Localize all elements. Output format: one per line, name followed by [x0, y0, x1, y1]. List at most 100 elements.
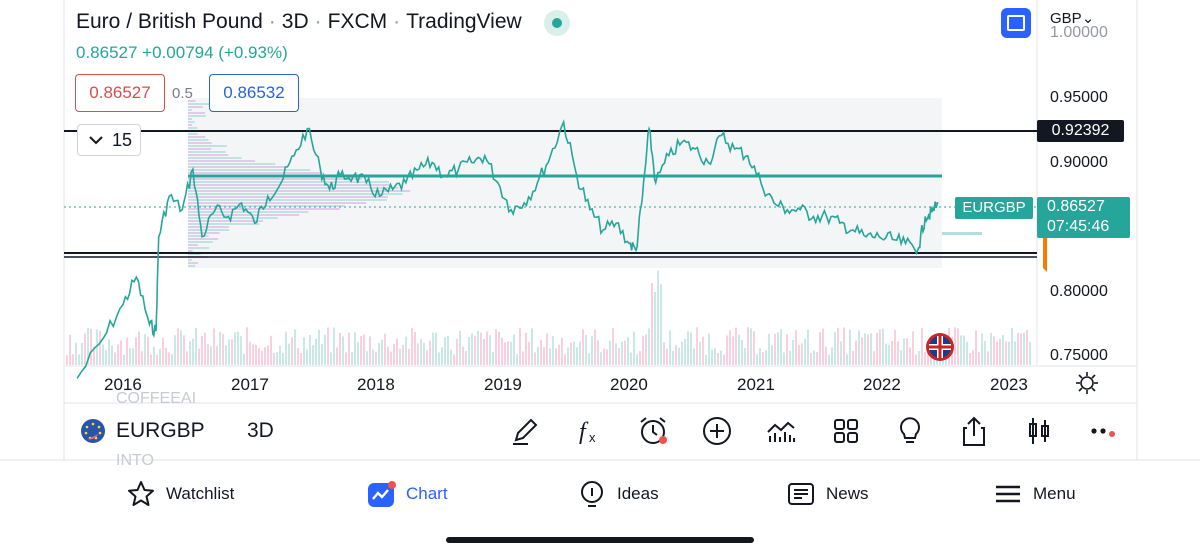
volume-profile-row — [188, 124, 192, 126]
volume-bar — [246, 327, 248, 365]
volume-bar — [180, 330, 182, 365]
volume-bar — [891, 341, 893, 365]
volume-bar — [459, 330, 461, 365]
volume-bar — [642, 335, 644, 365]
chart-title: Euro / British Pound · 3D · FXCM · TradingView — [76, 10, 522, 33]
volume-bar — [771, 345, 773, 365]
volume-bar — [138, 331, 140, 365]
volume-bar — [918, 351, 920, 365]
volume-bar — [594, 329, 596, 365]
sell-button[interactable]: 0.86527 — [75, 74, 165, 112]
share-icon[interactable] — [957, 414, 991, 448]
volume-bar — [297, 348, 299, 365]
volume-bar — [462, 346, 464, 365]
ghost-text: INTO — [116, 452, 154, 469]
volume-profile-row — [188, 169, 311, 171]
volume-bar — [477, 331, 479, 365]
market-status-icon[interactable] — [544, 10, 570, 36]
spread-value: 0.5 — [172, 85, 193, 102]
volume-bar — [372, 349, 374, 365]
volume-bar — [639, 351, 641, 365]
toolbar-interval[interactable]: 3D — [247, 419, 274, 442]
volume-bar — [969, 352, 971, 365]
lightbulb-icon[interactable] — [893, 414, 927, 448]
volume-bar — [393, 343, 395, 365]
time-axis-label: 2019 — [484, 375, 522, 394]
toolbar-symbol[interactable]: EURGBP — [116, 419, 205, 442]
volume-bar — [204, 332, 206, 365]
volume-bar — [717, 353, 719, 365]
volume-bar — [810, 353, 812, 365]
volume-profile-row — [188, 265, 196, 267]
volume-bar — [105, 350, 107, 365]
volume-bar — [330, 352, 332, 365]
plus-circle-icon[interactable] — [700, 414, 734, 448]
alarm-icon[interactable] — [636, 414, 670, 448]
volume-bar — [222, 333, 224, 365]
volume-bar — [501, 337, 503, 365]
volume-bar — [981, 333, 983, 365]
volume-bar — [813, 350, 815, 365]
volume-bar — [657, 270, 659, 365]
volume-bar — [840, 341, 842, 365]
volume-bar — [954, 327, 956, 365]
interval-dropdown[interactable]: 15 — [77, 124, 141, 156]
volume-bar — [273, 353, 275, 365]
gear-icon[interactable] — [1075, 371, 1099, 395]
nav-chart[interactable]: Chart — [366, 478, 448, 510]
poc-marker — [942, 232, 982, 235]
volume-bar — [294, 329, 296, 365]
nav-news[interactable]: News — [786, 478, 869, 510]
nav-menu[interactable]: Menu — [993, 478, 1076, 510]
volume-bar — [324, 334, 326, 365]
volume-profile-row — [188, 151, 226, 153]
more-icon[interactable] — [1086, 414, 1120, 448]
volume-profile-row — [188, 178, 363, 180]
buy-button[interactable]: 0.86532 — [209, 74, 299, 112]
volume-bar — [1002, 335, 1004, 365]
volume-bar — [849, 329, 851, 365]
volume-bar — [636, 354, 638, 365]
nav-ideas[interactable]: Ideas — [577, 478, 659, 510]
currency-selector[interactable]: GBP⌄ — [1050, 10, 1095, 27]
volume-bar — [210, 346, 212, 365]
volume-bar — [237, 331, 239, 365]
volume-bar — [486, 331, 488, 365]
grid-icon[interactable] — [829, 414, 863, 448]
volume-bars — [66, 270, 1031, 365]
platform-label: TradingView — [406, 10, 522, 33]
volume-bar — [612, 328, 614, 365]
volume-bar — [189, 340, 191, 365]
volume-profile-row — [188, 232, 220, 234]
volume-bar — [207, 344, 209, 365]
indicators-icon[interactable] — [764, 414, 798, 448]
fullscreen-icon[interactable] — [1001, 8, 1031, 38]
volume-bar — [468, 337, 470, 365]
volume-bar — [111, 345, 113, 365]
volume-profile-row — [188, 259, 192, 261]
volume-bar — [915, 354, 917, 365]
volume-bar — [567, 347, 569, 365]
volume-bar — [456, 338, 458, 365]
volume-bar — [669, 330, 671, 365]
price-axis-label: 0.75000 — [1050, 347, 1108, 364]
volume-bar — [495, 329, 497, 365]
volume-profile-row — [188, 163, 276, 165]
volume-bar — [732, 336, 734, 365]
volume-bar — [318, 329, 320, 365]
volume-bar — [327, 327, 329, 365]
volume-bar — [333, 327, 335, 365]
candles-icon[interactable] — [1022, 414, 1056, 448]
volume-profile-row — [188, 172, 323, 174]
nav-watchlist[interactable]: Watchlist — [126, 478, 234, 510]
volume-bar — [1029, 342, 1031, 365]
volume-bar — [66, 355, 68, 365]
volume-bar — [378, 343, 380, 365]
draw-pen-icon[interactable] — [508, 414, 542, 448]
function-icon[interactable]: f x — [572, 414, 606, 448]
volume-profile-row — [188, 193, 403, 195]
volume-profile-row — [188, 184, 391, 186]
volume-bar — [855, 340, 857, 365]
volume-profile-row — [188, 133, 198, 135]
